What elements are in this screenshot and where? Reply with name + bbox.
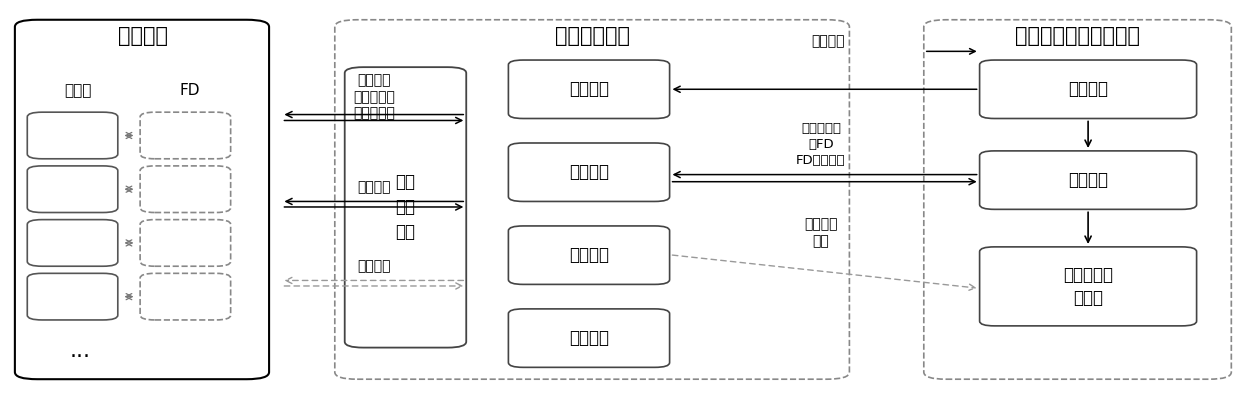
Text: 写入日志: 写入日志 <box>1068 171 1109 189</box>
FancyBboxPatch shape <box>508 60 670 118</box>
FancyBboxPatch shape <box>27 166 118 213</box>
FancyBboxPatch shape <box>27 112 118 159</box>
FancyBboxPatch shape <box>980 60 1197 118</box>
Text: FD: FD <box>180 83 200 98</box>
FancyBboxPatch shape <box>345 67 466 348</box>
Text: 文件系统: 文件系统 <box>118 26 167 45</box>
Text: 日志切换: 日志切换 <box>569 246 609 264</box>
Text: 日志写入: 日志写入 <box>569 163 609 181</box>
FancyBboxPatch shape <box>980 247 1197 326</box>
FancyBboxPatch shape <box>140 112 231 159</box>
FancyBboxPatch shape <box>335 20 849 379</box>
Text: 文件管理
（打开、建
立、关闭）: 文件管理 （打开、建 立、关闭） <box>353 73 396 120</box>
FancyBboxPatch shape <box>140 166 231 213</box>
Text: 日志创建: 日志创建 <box>569 80 609 98</box>
FancyBboxPatch shape <box>980 151 1197 209</box>
FancyBboxPatch shape <box>508 309 670 367</box>
Text: 日志
对象
管理: 日志 对象 管理 <box>396 173 415 241</box>
Text: 文件写入: 文件写入 <box>357 181 392 195</box>
Text: 日志切换回
调接口: 日志切换回 调接口 <box>1063 265 1114 307</box>
Text: 注册日志: 注册日志 <box>811 34 846 49</box>
FancyBboxPatch shape <box>508 226 670 284</box>
Text: 日志切换
通知: 日志切换 通知 <box>804 217 838 249</box>
FancyBboxPatch shape <box>140 273 231 320</box>
Text: 文件名: 文件名 <box>64 83 92 98</box>
Text: 日志管理模块: 日志管理模块 <box>556 26 630 45</box>
FancyBboxPatch shape <box>27 220 118 266</box>
Text: 日志配置: 日志配置 <box>569 329 609 347</box>
FancyBboxPatch shape <box>140 220 231 266</box>
Text: ···: ··· <box>71 348 91 367</box>
Text: 日志调用（写入）模块: 日志调用（写入）模块 <box>1016 26 1140 45</box>
FancyBboxPatch shape <box>15 20 269 379</box>
Text: 注册日志: 注册日志 <box>1068 80 1109 98</box>
FancyBboxPatch shape <box>508 143 670 201</box>
Text: 获得日志文
件FD
FD日志写入: 获得日志文 件FD FD日志写入 <box>796 122 846 167</box>
Text: 文件扫描: 文件扫描 <box>357 260 392 274</box>
FancyBboxPatch shape <box>924 20 1231 379</box>
FancyBboxPatch shape <box>27 273 118 320</box>
